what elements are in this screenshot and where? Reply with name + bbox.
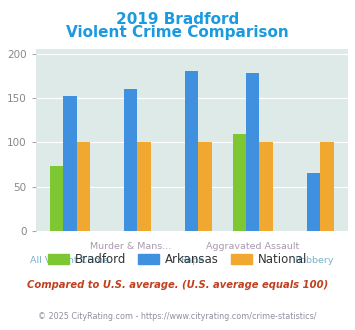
Text: Aggravated Assault: Aggravated Assault — [206, 242, 299, 251]
Bar — [77, 143, 90, 231]
Bar — [63, 96, 77, 231]
Bar — [233, 134, 246, 231]
Bar — [50, 166, 63, 231]
Text: Robbery: Robbery — [294, 256, 333, 265]
Bar — [124, 89, 137, 231]
Bar — [320, 143, 334, 231]
Text: Murder & Mans...: Murder & Mans... — [90, 242, 171, 251]
Bar — [260, 143, 273, 231]
Text: Violent Crime Comparison: Violent Crime Comparison — [66, 25, 289, 40]
Text: Rape: Rape — [180, 256, 204, 265]
Bar — [198, 143, 212, 231]
Text: Compared to U.S. average. (U.S. average equals 100): Compared to U.S. average. (U.S. average … — [27, 280, 328, 290]
Bar — [137, 143, 151, 231]
Bar — [185, 71, 198, 231]
Text: © 2025 CityRating.com - https://www.cityrating.com/crime-statistics/: © 2025 CityRating.com - https://www.city… — [38, 312, 317, 321]
Bar — [246, 73, 260, 231]
Text: All Violent Crime: All Violent Crime — [30, 256, 109, 265]
Bar — [307, 174, 320, 231]
Text: 2019 Bradford: 2019 Bradford — [116, 12, 239, 26]
Legend: Bradford, Arkansas, National: Bradford, Arkansas, National — [43, 248, 312, 271]
